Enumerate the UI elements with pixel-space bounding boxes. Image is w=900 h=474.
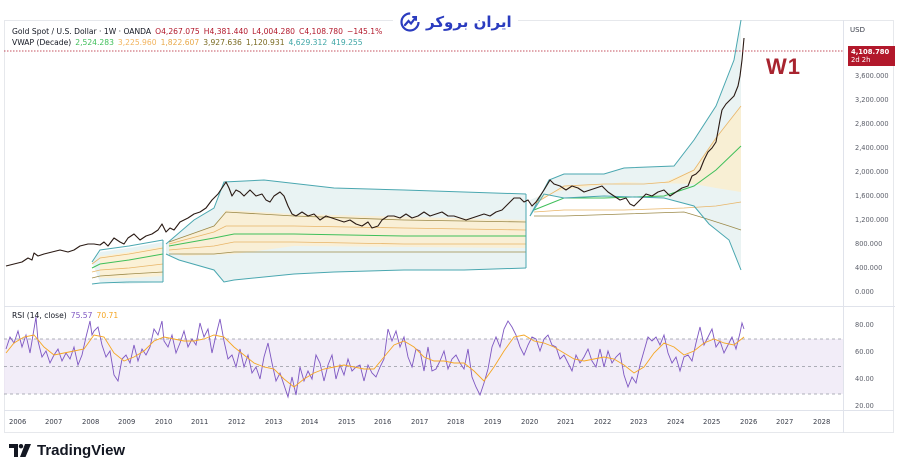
time-tick: 2025 (703, 418, 721, 426)
bar-countdown: 2d 2h (851, 56, 871, 64)
axis-corner (843, 410, 894, 433)
ohlc-low: L4,004.280 (252, 27, 295, 36)
symbol-legend[interactable]: Gold Spot / U.S. Dollar · 1W · OANDA O4,2… (12, 27, 386, 37)
price-axis[interactable]: USD 4,108.780 2d 2h 3,600.000 3,200.000 … (843, 20, 895, 410)
time-tick: 2013 (265, 418, 283, 426)
price-tick: 1,200.000 (855, 216, 889, 224)
tradingview-branding: TradingView (9, 442, 125, 459)
tradingview-logo-icon (9, 444, 31, 457)
vwap-lower-3: 419.255 (331, 38, 363, 47)
time-tick: 2009 (118, 418, 136, 426)
time-tick: 2016 (374, 418, 392, 426)
time-tick: 2007 (45, 418, 63, 426)
rsi-value: 75.57 (70, 311, 93, 320)
chart-growth-icon (400, 12, 420, 32)
timeframe-annotation: W1 (766, 54, 801, 79)
time-tick: 2021 (557, 418, 575, 426)
price-chart-svg (4, 20, 843, 285)
last-price: 4,108.780 (851, 48, 890, 56)
rsi-pane[interactable] (4, 306, 843, 410)
time-axis[interactable]: 2006 2007 2008 2009 2010 2011 2012 2013 … (4, 410, 843, 433)
time-tick: 2028 (813, 418, 831, 426)
time-tick: 2020 (521, 418, 539, 426)
time-tick: 2019 (484, 418, 502, 426)
price-tick: 1,600.000 (855, 192, 889, 200)
ohlc-open: O4,267.075 (155, 27, 200, 36)
tradingview-wordmark: TradingView (37, 442, 126, 459)
watermark-logo: ایران بروکر (393, 11, 518, 33)
time-tick: 2027 (776, 418, 794, 426)
vwap-lower-1: 1,822.607 (160, 38, 200, 47)
price-tick: 3,200.000 (855, 96, 889, 104)
time-tick: 2006 (9, 418, 27, 426)
rsi-label: RSI (14, close) (12, 311, 67, 320)
time-tick: 2011 (191, 418, 209, 426)
ohlc-close: C4,108.780 (299, 27, 343, 36)
symbol-title: Gold Spot / U.S. Dollar · 1W · OANDA (12, 27, 152, 36)
rsi-tick: 80.00 (855, 321, 874, 329)
price-tick: 2,400.000 (855, 144, 889, 152)
time-tick: 2012 (228, 418, 246, 426)
price-tick: 2,000.000 (855, 168, 889, 176)
vwap-value: 2,524.283 (75, 38, 114, 47)
vwap-upper-1: 3,225.960 (117, 38, 157, 47)
time-tick: 2022 (594, 418, 612, 426)
vwap-lower-2: 1,120.931 (245, 38, 285, 47)
price-tick: 400.000 (855, 264, 883, 272)
rsi-tick: 60.00 (855, 348, 874, 356)
time-tick: 2018 (447, 418, 465, 426)
vwap-upper-2: 3,927.636 (203, 38, 242, 47)
time-tick: 2017 (411, 418, 429, 426)
time-tick: 2026 (740, 418, 758, 426)
price-tick: 0.000 (855, 288, 874, 296)
vwap-label: VWAP (Decade) (12, 38, 72, 47)
time-tick: 2023 (630, 418, 648, 426)
pane-divider (844, 306, 895, 307)
vwap-upper-3: 4,629.312 (288, 38, 328, 47)
price-tick: 2,800.000 (855, 120, 889, 128)
time-tick: 2008 (82, 418, 100, 426)
time-tick: 2024 (667, 418, 685, 426)
rsi-ma-value: 70.71 (96, 311, 119, 320)
time-tick: 2014 (301, 418, 319, 426)
time-tick: 2015 (338, 418, 356, 426)
price-tick: 3,600.000 (855, 72, 889, 80)
rsi-tick: 40.00 (855, 375, 874, 383)
watermark-text: ایران بروکر (426, 13, 512, 31)
rsi-legend[interactable]: RSI (14, close) 75.57 70.71 (12, 311, 122, 321)
rsi-tick: 20.00 (855, 402, 874, 410)
currency-label[interactable]: USD (850, 26, 865, 34)
ohlc-high: H4,381.440 (203, 27, 249, 36)
rsi-chart-svg (4, 316, 843, 399)
price-tick: 800.000 (855, 240, 883, 248)
vwap-legend[interactable]: VWAP (Decade) 2,524.283 3,225.960 1,822.607… (12, 38, 367, 48)
time-tick: 2010 (155, 418, 173, 426)
last-price-tag: 4,108.780 2d 2h (848, 46, 895, 66)
price-pane[interactable] (4, 20, 843, 306)
ohlc-change: −145.1% (346, 27, 383, 36)
